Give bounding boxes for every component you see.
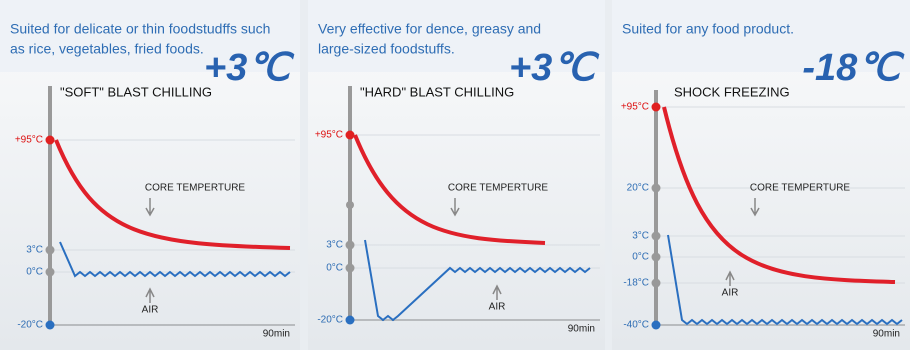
y-label: -20°C bbox=[317, 315, 343, 326]
axis-dot bbox=[46, 246, 55, 255]
temperature: +3℃ bbox=[204, 47, 295, 89]
axis-dot bbox=[46, 268, 55, 277]
axis-dot bbox=[652, 232, 661, 241]
time-label: 90min bbox=[873, 329, 900, 340]
axis-dot bbox=[652, 184, 661, 193]
y-label: +95°C bbox=[621, 102, 649, 113]
y-label: +95°C bbox=[315, 130, 343, 141]
core-label: CORE TEMPERTURE bbox=[750, 183, 851, 194]
temperature: -18℃ bbox=[802, 47, 905, 89]
y-label: -20°C bbox=[17, 320, 43, 331]
y-label: 20°C bbox=[627, 183, 649, 194]
chart-title: SHOCK FREEZING bbox=[674, 84, 790, 99]
axis-dot bbox=[46, 321, 55, 330]
y-label: 3°C bbox=[632, 231, 649, 242]
y-label: -18°C bbox=[623, 278, 649, 289]
chart-title: "HARD" BLAST CHILLING bbox=[360, 84, 514, 99]
infographic: Suited for delicate or thin foodstudffs … bbox=[0, 0, 910, 350]
y-label: 0°C bbox=[326, 263, 343, 274]
description: Suited for any food product. bbox=[622, 21, 794, 37]
description: large-sized foodstuffs. bbox=[318, 41, 455, 57]
description: Very effective for dence, greasy and bbox=[318, 21, 541, 37]
axis-dot bbox=[346, 264, 355, 273]
axis-dot bbox=[346, 316, 355, 325]
air-label: AIR bbox=[489, 302, 506, 313]
air-label: AIR bbox=[722, 288, 739, 299]
y-label: 0°C bbox=[632, 252, 649, 263]
axis-dot bbox=[652, 253, 661, 262]
axis-dot bbox=[652, 321, 661, 330]
air-label: AIR bbox=[142, 305, 159, 316]
y-label: -40°C bbox=[623, 320, 649, 331]
time-label: 90min bbox=[263, 329, 290, 340]
chart-title: "SOFT" BLAST CHILLING bbox=[60, 84, 212, 99]
temperature: +3℃ bbox=[509, 47, 600, 89]
time-label: 90min bbox=[568, 324, 595, 335]
core-label: CORE TEMPERTURE bbox=[448, 183, 549, 194]
description: Suited for delicate or thin foodstudffs … bbox=[10, 21, 270, 37]
description: as rice, vegetables, fried foods. bbox=[10, 41, 204, 57]
y-label: 3°C bbox=[26, 245, 43, 256]
y-label: +95°C bbox=[15, 135, 43, 146]
axis-dot bbox=[346, 201, 354, 209]
axis-dot bbox=[652, 279, 661, 288]
axis-dot bbox=[346, 241, 355, 250]
axis-dot bbox=[46, 136, 55, 145]
y-label: 0°C bbox=[26, 267, 43, 278]
axis-dot bbox=[346, 131, 355, 140]
y-label: 3°C bbox=[326, 240, 343, 251]
axis-dot bbox=[652, 103, 661, 112]
core-label: CORE TEMPERTURE bbox=[145, 183, 246, 194]
